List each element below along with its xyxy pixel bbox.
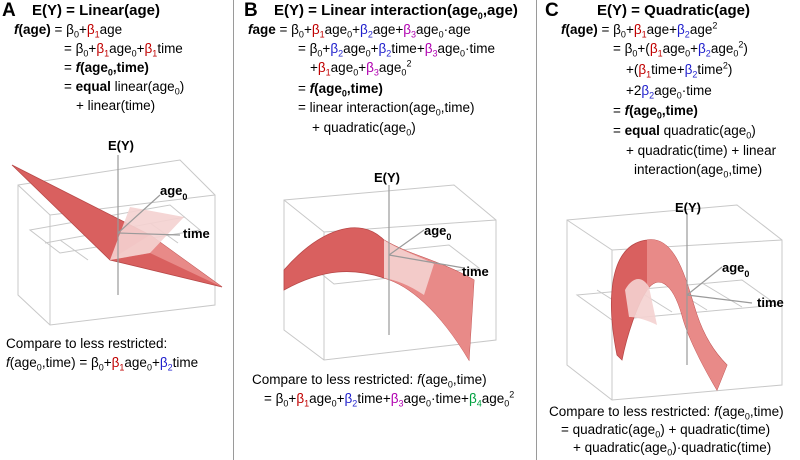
panel-title-c: E(Y) = Quadratic(age): [597, 2, 750, 19]
compare-text-b: Compare to less restricted: f(age0,time): [252, 372, 487, 390]
formula-line-6: + quadratic(age0): [312, 120, 416, 138]
compare-text-a: Compare to less restricted:: [6, 336, 168, 351]
surface-plot-b: E(Y) age0 time: [283, 170, 497, 362]
panel-b: B E(Y) = Linear interaction(age0,age) fa…: [234, 0, 536, 460]
formula-line-2: = β0+(β1age0+β2age02): [613, 39, 748, 59]
axis-label-age-c: age0: [722, 260, 749, 279]
formula-line-2: = β0+β1age0+β1time: [64, 41, 183, 59]
formula-line-1: f(age) = β0+β1age+β2age2: [561, 20, 718, 40]
axis-label-y-a: E(Y): [108, 138, 134, 153]
axis-label-y-b: E(Y): [374, 170, 400, 185]
divider-b-c: [536, 0, 537, 460]
compare-text-c: Compare to less restricted: f(age0,time): [549, 404, 784, 422]
compare-line-2-c: = quadratic(age0) + quadratic(time): [561, 422, 771, 440]
panel-title-a: E(Y) = Linear(age): [32, 2, 160, 19]
axis-label-time-b: time: [462, 264, 489, 279]
axis-label-age-a: age0: [160, 183, 187, 202]
surface-plot-c: E(Y) age0 time: [566, 200, 784, 401]
axis-label-age-b: age0: [424, 223, 451, 242]
formula-line-1: fage = β0+β1age0+β2age+β3age0·age: [248, 22, 471, 40]
panel-title-b: E(Y) = Linear interaction(age0,age): [274, 2, 518, 21]
formula-line-4: = f(age0,time): [298, 81, 383, 99]
axis-label-time-a: time: [183, 226, 210, 241]
divider-a-b: [233, 0, 234, 460]
formula-line-5: + linear(time): [76, 98, 156, 113]
formula-line-7: + quadratic(time) + linear: [626, 143, 777, 158]
panel-a: A E(Y) = Linear(age) f(age) = β0+β1age =…: [0, 0, 233, 460]
formula-line-6: = equal quadratic(age0): [613, 123, 756, 141]
panel-label-b: B: [244, 0, 258, 21]
panel-c: C E(Y) = Quadratic(age) f(age) = β0+β1ag…: [537, 0, 800, 460]
compare-line-3-c: + quadratic(age0)·quadratic(time): [573, 440, 772, 458]
formula-line-3: +(β1time+β2time2): [626, 60, 733, 80]
panel-label-a: A: [2, 0, 16, 21]
panel-label-c: C: [545, 0, 559, 21]
formula-line-4: = equal linear(age0): [64, 79, 185, 97]
axis-label-y-c: E(Y): [675, 200, 701, 215]
formula-line-5: = linear interaction(age0,time): [298, 100, 475, 118]
formula-line-3: = f(age0,time): [64, 60, 149, 78]
formula-line-3: +β1age0+β3age02: [310, 58, 412, 78]
compare-formula-a: f(age0,time) = β0+β1age0+β2time: [6, 355, 199, 373]
formula-line-4: +2β2age0·time: [626, 83, 712, 101]
formula-line-5: = f(age0,time): [613, 103, 698, 121]
compare-formula-b: = β0+β1age0+β2time+β3age0·time+β4age02: [264, 389, 515, 409]
axis-label-time-c: time: [757, 295, 784, 310]
formula-line-1: f(age) = β0+β1age: [14, 22, 123, 40]
surface-plot-a: E(Y) age0 time: [11, 138, 223, 326]
formula-line-8: interaction(age0,time): [634, 162, 763, 180]
formula-line-2: = β0+β2age0+β2time+β3age0·time: [298, 41, 496, 59]
